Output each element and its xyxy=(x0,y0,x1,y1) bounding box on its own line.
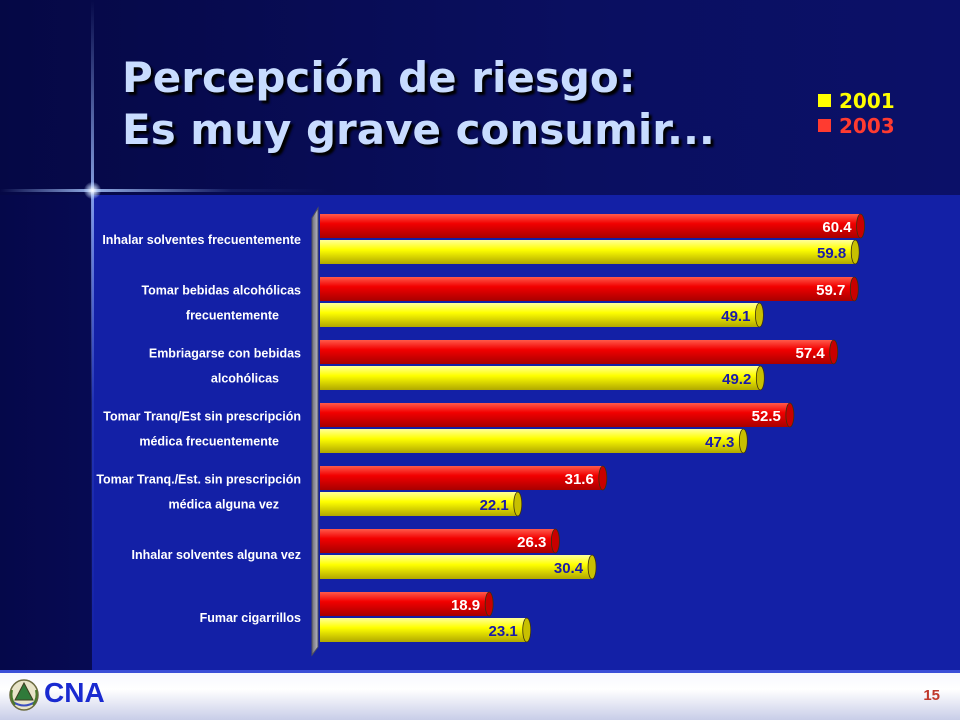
data-label-2003-1: 59.7 xyxy=(816,282,845,299)
category-label-2-line-1: alcohólicas xyxy=(211,372,279,386)
bar-2001-4: 22.1 xyxy=(320,491,523,517)
bar-face-2001-2 xyxy=(320,366,761,390)
slide-title-line-2: Es muy grave consumir... xyxy=(122,105,715,154)
data-label-2003-4: 31.6 xyxy=(565,471,594,488)
axis-wall xyxy=(311,206,319,657)
slide-title: Percepción de riesgo: Es muy grave consu… xyxy=(122,52,715,156)
bar-end-2003-0 xyxy=(856,213,865,239)
data-label-2001-3: 47.3 xyxy=(705,434,734,451)
legend-swatch-2003 xyxy=(818,119,831,132)
data-label-2001-2: 49.2 xyxy=(722,371,751,388)
bar-face-2001-6 xyxy=(320,618,527,642)
bar-face-2003-4 xyxy=(320,466,603,490)
legend-item-2001: 2001 xyxy=(818,88,895,113)
coat-of-arms-icon xyxy=(9,679,39,711)
bar-face-2003-1 xyxy=(320,277,855,301)
title-band xyxy=(0,0,960,195)
legend-label-2001: 2001 xyxy=(839,88,895,113)
decorative-sparkle xyxy=(84,182,101,199)
category-label-1-line-1: frecuentemente xyxy=(186,309,279,323)
bar-end-2003-4 xyxy=(598,465,608,491)
data-label-2003-2: 57.4 xyxy=(796,345,826,362)
bar-2003-4: 31.6 xyxy=(320,465,608,491)
bar-end-2003-6 xyxy=(484,591,494,617)
bar-face-2001-5 xyxy=(320,555,593,579)
bar-2001-5: 30.4 xyxy=(320,554,597,580)
category-label-5-line-0: Inhalar solventes alguna vez xyxy=(131,548,301,562)
page-number: 15 xyxy=(923,687,940,704)
data-label-2001-0: 59.8 xyxy=(817,245,846,262)
bar-face-2001-3 xyxy=(320,429,744,453)
data-label-2003-6: 18.9 xyxy=(451,597,480,614)
bar-face-2001-4 xyxy=(320,492,518,516)
bar-face-2001-0 xyxy=(320,240,856,264)
chart-legend: 2001 2003 xyxy=(818,88,895,138)
bar-end-2001-0 xyxy=(850,239,860,265)
bar-end-2003-3 xyxy=(785,402,795,428)
category-label-2-line-0: Embriagarse con bebidas xyxy=(149,347,301,361)
bar-face-2003-3 xyxy=(320,403,790,427)
category-label-4-line-1: médica alguna vez xyxy=(169,498,279,512)
bar-2003-0: 60.4 xyxy=(320,213,865,239)
decorative-horizontal-line xyxy=(0,189,330,192)
decorative-vertical-line xyxy=(91,0,94,670)
bar-2001-1: 49.1 xyxy=(320,302,764,328)
bar-face-2003-0 xyxy=(320,214,861,238)
bar-end-2003-1 xyxy=(849,276,859,302)
bar-2003-2: 57.4 xyxy=(320,339,839,365)
legend-swatch-2001 xyxy=(818,94,831,107)
bar-face-2003-6 xyxy=(320,592,490,616)
category-label-1-line-0: Tomar bebidas alcohólicas xyxy=(141,284,301,298)
bar-end-2001-2 xyxy=(755,365,765,391)
bar-end-2001-3 xyxy=(738,428,748,454)
bar-face-2001-1 xyxy=(320,303,760,327)
bar-end-2001-4 xyxy=(513,491,523,517)
slide-title-line-1: Percepción de riesgo: xyxy=(122,53,636,102)
bar-face-2003-2 xyxy=(320,340,834,364)
bar-2001-3: 47.3 xyxy=(320,428,748,454)
bar-end-2001-6 xyxy=(522,617,532,643)
category-label-4-line-0: Tomar Tranq./Est. sin prescripción xyxy=(96,473,301,487)
bar-end-2001-1 xyxy=(755,302,764,328)
bar-2001-0: 59.8 xyxy=(320,239,860,265)
bar-end-2001-5 xyxy=(587,554,597,580)
data-label-2001-1: 49.1 xyxy=(721,308,750,325)
bar-end-2003-5 xyxy=(550,528,560,554)
bar-2003-5: 26.3 xyxy=(320,528,560,554)
category-label-3-line-1: médica frecuentemente xyxy=(139,435,279,449)
data-label-2001-6: 23.1 xyxy=(489,623,518,640)
data-label-2001-5: 30.4 xyxy=(554,560,584,577)
category-label-6-line-0: Fumar cigarrillos xyxy=(200,611,301,625)
bar-2003-6: 18.9 xyxy=(320,591,494,617)
category-label-3-line-0: Tomar Tranq/Est sin prescripción xyxy=(103,410,301,424)
legend-item-2003: 2003 xyxy=(818,113,895,138)
category-label-0-line-0: Inhalar solventes frecuentemente xyxy=(102,233,301,247)
data-label-2003-3: 52.5 xyxy=(752,408,781,425)
bar-end-2003-2 xyxy=(829,339,839,365)
legend-label-2003: 2003 xyxy=(839,113,895,138)
logo-text: CNA xyxy=(44,677,105,708)
data-label-2003-0: 60.4 xyxy=(822,219,852,236)
data-label-2001-4: 22.1 xyxy=(480,497,509,514)
data-label-2003-5: 26.3 xyxy=(517,534,546,551)
bar-face-2003-5 xyxy=(320,529,556,553)
bar-2003-1: 59.7 xyxy=(320,276,859,302)
bar-2003-3: 52.5 xyxy=(320,402,795,428)
bar-2001-6: 23.1 xyxy=(320,617,532,643)
footer-bar: CNA 15 xyxy=(0,670,960,720)
bar-2001-2: 49.2 xyxy=(320,365,765,391)
